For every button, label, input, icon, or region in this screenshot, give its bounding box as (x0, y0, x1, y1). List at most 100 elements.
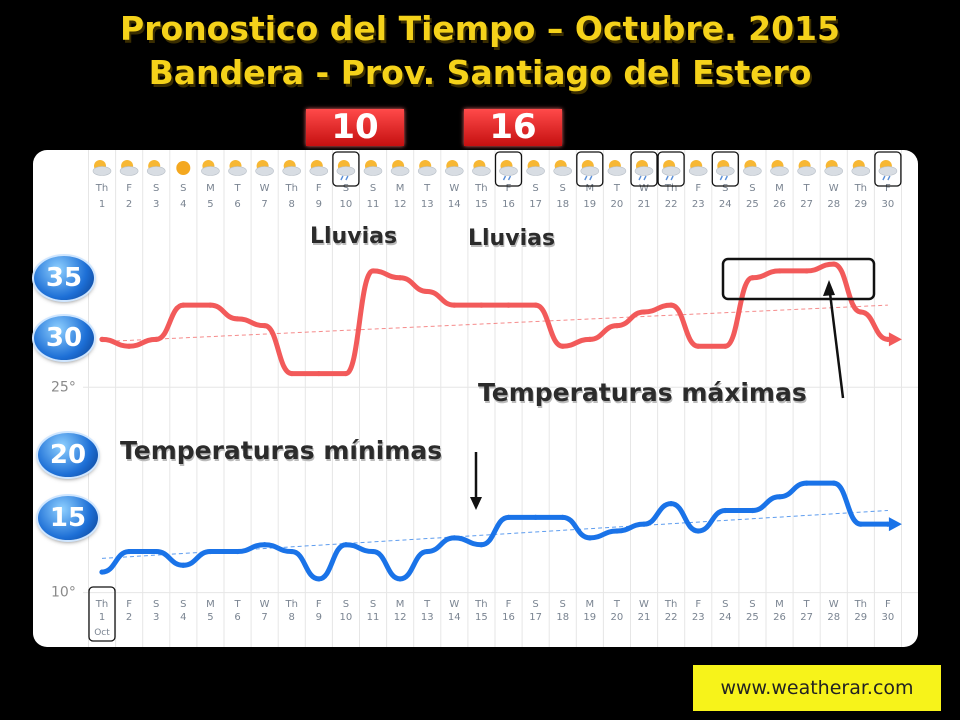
x-tick-label-bottom: 5 (207, 612, 213, 623)
cloud-icon (851, 166, 871, 176)
max-temp-point (776, 268, 783, 274)
x-tick-label-bottom: 25 (746, 612, 759, 623)
min-temp-point (695, 528, 701, 534)
x-day-abbrev-bottom: M (206, 599, 215, 610)
max-temp-point (478, 302, 484, 308)
cloud-icon (526, 166, 545, 176)
x-day-abbrev-bottom: W (639, 599, 649, 610)
max-temp-point (451, 302, 457, 308)
x-tick-label-bottom: 13 (421, 612, 434, 623)
cloud-icon (363, 166, 383, 176)
x-tick-label-bottom: 15 (475, 612, 488, 623)
cloud-icon (797, 166, 816, 176)
rain-icon (643, 175, 647, 181)
x-day-abbrev-bottom: Th (474, 599, 487, 610)
x-tick-label-bottom: 18 (556, 612, 569, 623)
x-day-abbrev: S (370, 183, 376, 194)
min-temp-point (180, 562, 186, 568)
min-temp-point (316, 576, 322, 582)
x-tick-label: 28 (827, 199, 840, 210)
day-highlight-box (332, 151, 360, 187)
x-day-abbrev: M (775, 183, 784, 194)
x-day-abbrev: M (585, 183, 594, 194)
max-temp-point (749, 275, 756, 281)
min-temp-point (397, 576, 403, 582)
cloud-icon (201, 166, 220, 176)
max-temp-point (804, 268, 810, 274)
x-tick-label-bottom: 11 (367, 612, 380, 623)
cloud-icon (282, 166, 302, 176)
min-temp-point (478, 542, 484, 548)
cloud-icon (607, 166, 627, 176)
x-tick-label-bottom: 6 (234, 612, 240, 623)
x-day-abbrev-bottom: M (396, 599, 405, 610)
x-day-abbrev: F (126, 183, 132, 194)
x-tick-label-bottom: 19 (583, 612, 596, 623)
x-tick-label-bottom: 12 (394, 612, 407, 623)
max-temp-point (831, 261, 837, 267)
x-day-abbrev-bottom: S (722, 599, 728, 610)
x-tick-label-bottom: 4 (180, 612, 186, 623)
x-tick-label-bottom: 28 (827, 612, 840, 623)
x-tick-label-bottom: 17 (529, 612, 542, 623)
x-tick-label: 6 (234, 199, 240, 210)
x-tick-label-bottom: 21 (638, 612, 651, 623)
max-temp-point (99, 336, 105, 342)
cloud-icon (770, 166, 789, 176)
x-tick-label-bottom: 3 (153, 612, 159, 623)
x-day-abbrev-bottom: W (449, 599, 459, 610)
rain-icon (502, 175, 507, 181)
temp-badge-30: 30 (34, 316, 94, 360)
max-temp-point (370, 268, 376, 274)
x-day-abbrev-bottom: T (803, 599, 811, 610)
x-day-abbrev: F (506, 183, 512, 194)
x-tick-label-bottom: 1 (99, 612, 105, 623)
x-day-abbrev-bottom: F (506, 599, 512, 610)
x-tick-label-bottom: 10 (340, 612, 353, 623)
x-day-abbrev-bottom: T (613, 599, 621, 610)
x-day-abbrev: T (803, 183, 811, 194)
chart-title-line-2: Bandera - Prov. Santiago del Estero (148, 53, 812, 92)
x-tick-label: 21 (638, 199, 651, 210)
cloud-icon (417, 166, 437, 176)
x-day-abbrev: T (233, 183, 241, 194)
y-tick-label: 25° (51, 379, 76, 395)
x-tick-label: 9 (316, 199, 322, 210)
max-temp-point (533, 302, 539, 308)
min-temp-point (560, 514, 566, 520)
cloud-icon (743, 166, 762, 176)
min-temp-label: Temperaturas mínimas (120, 436, 443, 465)
y-tick-label: 10° (51, 585, 76, 601)
day-highlight-box (494, 151, 523, 187)
x-day-abbrev: T (613, 183, 621, 194)
x-tick-label: 15 (475, 199, 488, 210)
x-tick-label: 1 (99, 199, 105, 210)
x-day-abbrev-bottom: T (233, 599, 241, 610)
x-day-abbrev: Th (854, 183, 867, 194)
rain-icon (584, 175, 588, 181)
x-tick-label-bottom: 27 (800, 612, 813, 623)
cloud-icon (255, 166, 274, 176)
x-day-abbrev-bottom: F (885, 599, 891, 610)
min-temp-point (858, 521, 864, 527)
max-temp-point (397, 275, 403, 281)
min-temp-point (831, 480, 837, 486)
x-day-abbrev: S (532, 183, 538, 194)
rain-icon (507, 175, 512, 181)
x-day-abbrev: M (206, 183, 215, 194)
max-temp-point (668, 302, 674, 308)
x-tick-label-bottom: 29 (854, 612, 867, 623)
min-temp-point (587, 535, 593, 541)
max-temp-point (207, 302, 213, 308)
cloud-icon (390, 166, 410, 176)
cloud-icon (715, 166, 735, 176)
x-day-abbrev-bottom: W (260, 599, 270, 610)
rain-label-10: Lluvias (310, 224, 398, 249)
x-tick-label: 26 (773, 199, 786, 210)
max-temp-point (587, 336, 593, 342)
x-tick-label-bottom: 9 (316, 612, 322, 623)
temp-badge-20: 20 (38, 433, 98, 477)
x-day-abbrev: W (449, 183, 459, 194)
rain-icon (340, 175, 344, 181)
